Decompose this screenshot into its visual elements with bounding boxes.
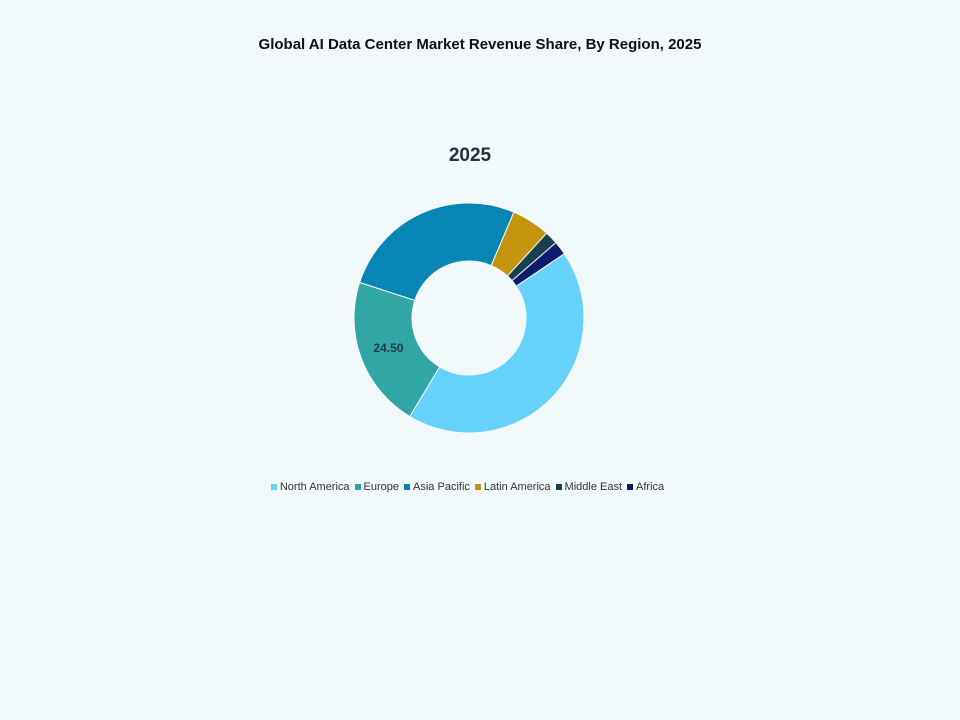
legend-label: Latin America <box>483 481 551 493</box>
slice-asia-pacific[interactable] <box>359 202 515 301</box>
slice-north-america[interactable] <box>409 252 585 434</box>
legend-swatch-icon <box>270 484 277 490</box>
slice-africa[interactable] <box>511 241 566 287</box>
legend-item-north-america[interactable]: North America <box>270 481 350 493</box>
legend-label: North America <box>279 481 350 493</box>
legend-label: Africa <box>636 481 665 493</box>
slice-europe[interactable] <box>353 281 441 418</box>
legend-item-europe[interactable]: Europe <box>354 481 400 493</box>
legend-swatch-icon <box>404 484 411 490</box>
legend-label: Europe <box>363 481 400 493</box>
chart-subtitle: 2025 <box>448 145 492 166</box>
legend-label: Asia Pacific <box>413 481 470 493</box>
legend-swatch-icon <box>627 484 634 490</box>
legend-item-africa[interactable]: Africa <box>627 481 664 493</box>
legend-item-asia-pacific[interactable]: Asia Pacific <box>404 481 470 493</box>
legend-item-middle-east[interactable]: Middle East <box>555 481 623 493</box>
legend-swatch-icon <box>555 484 562 490</box>
legend: North America Europe Asia Pacific Latin … <box>0 481 940 493</box>
legend-swatch-icon <box>354 484 361 490</box>
legend-swatch-icon <box>474 484 481 490</box>
data-label: 24.50 <box>373 341 403 355</box>
legend-item-latin-america[interactable]: Latin America <box>474 481 551 493</box>
legend-label: Middle East <box>564 481 623 493</box>
chart-title: Global AI Data Center Market Revenue Sha… <box>258 36 702 53</box>
